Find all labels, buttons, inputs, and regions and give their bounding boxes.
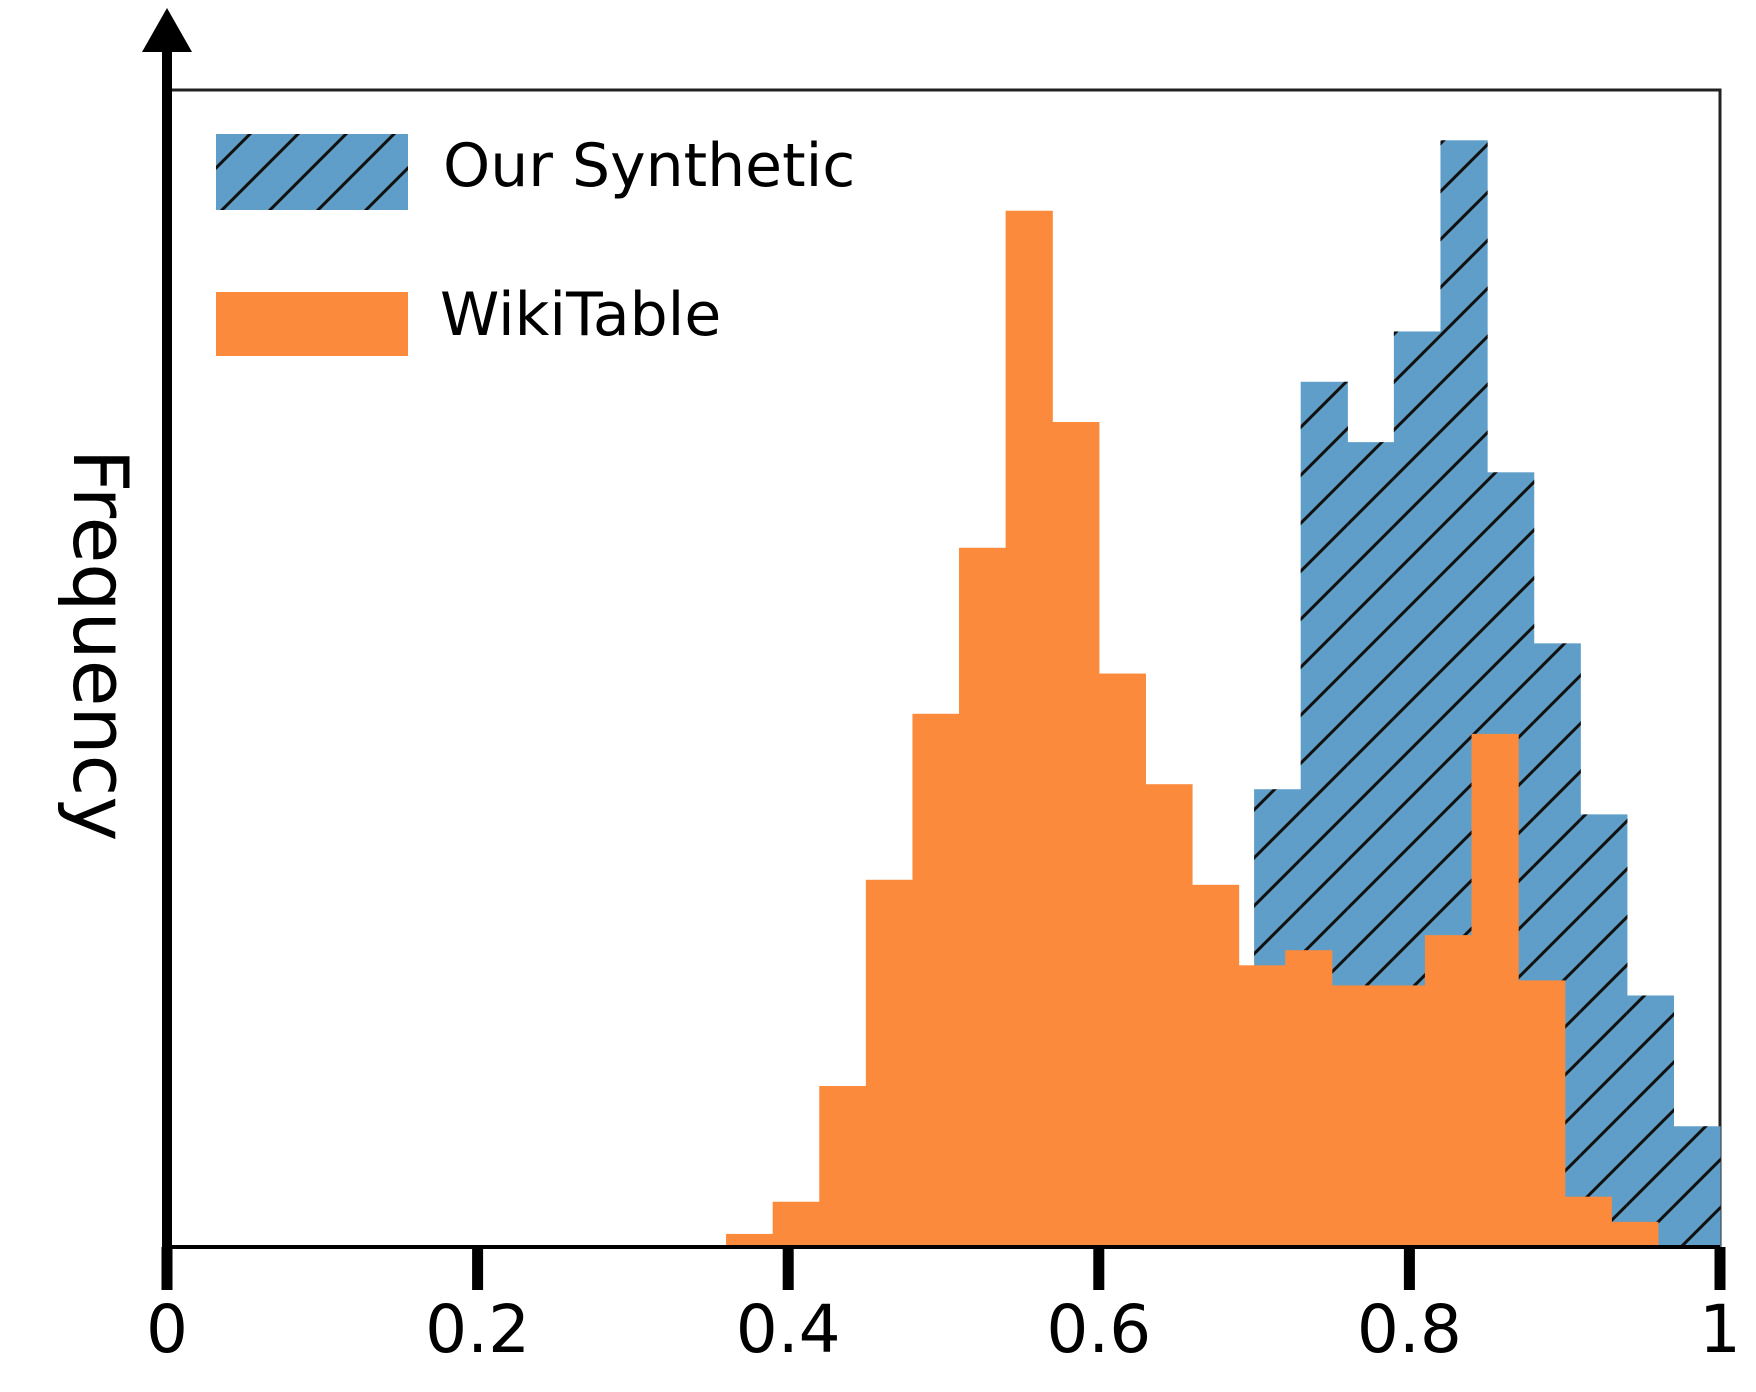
- bar-wikitable: [865, 879, 914, 1247]
- bar-wikitable: [1378, 985, 1426, 1247]
- y-axis-title: Frequency: [56, 449, 145, 842]
- bar-our-synthetic-hatch: [1626, 995, 1675, 1247]
- bar-wikitable: [1238, 965, 1286, 1247]
- x-tick-label: 1: [1699, 1291, 1741, 1368]
- legend: Our Synthetic WikiTable: [216, 131, 855, 356]
- x-tick-label: 0.8: [1357, 1291, 1462, 1368]
- series-wikitable: [726, 210, 1659, 1248]
- bar-wikitable: [1005, 210, 1053, 1247]
- bar-our-synthetic-hatch: [1673, 1126, 1721, 1247]
- legend-label-wikitable: WikiTable: [440, 280, 721, 350]
- bar-wikitable: [1518, 980, 1566, 1247]
- x-tick-label: 0.2: [425, 1291, 530, 1368]
- x-tick-label: 0.4: [736, 1291, 841, 1368]
- bar-wikitable: [912, 713, 960, 1247]
- y-axis-arrow: [142, 8, 192, 52]
- bar-wikitable: [1098, 673, 1146, 1247]
- bar-wikitable: [772, 1201, 820, 1247]
- x-tick-labels: 0 0.2 0.4 0.6 0.8 1: [146, 1291, 1741, 1368]
- bar-wikitable: [1331, 985, 1379, 1247]
- bar-wikitable: [819, 1086, 867, 1247]
- bar-wikitable: [1285, 950, 1333, 1247]
- bar-wikitable: [1052, 422, 1100, 1248]
- bar-wikitable: [1191, 884, 1240, 1247]
- bar-wikitable: [1611, 1221, 1659, 1247]
- x-ticks: [161, 1247, 1726, 1290]
- legend-swatch-our-synthetic-hatch: [216, 134, 408, 210]
- bar-wikitable: [726, 1233, 774, 1247]
- x-tick-label: 0.6: [1046, 1291, 1151, 1368]
- legend-swatch-wikitable: [216, 292, 408, 356]
- bar-wikitable: [1145, 784, 1193, 1247]
- bar-wikitable: [1424, 935, 1473, 1247]
- legend-label-our-synthetic: Our Synthetic: [443, 131, 855, 201]
- x-tick-label: 0: [146, 1291, 188, 1368]
- bar-wikitable: [1471, 733, 1519, 1247]
- bar-our-synthetic-hatch: [1580, 814, 1628, 1247]
- bar-wikitable: [1564, 1196, 1612, 1247]
- bar-wikitable: [959, 547, 1007, 1247]
